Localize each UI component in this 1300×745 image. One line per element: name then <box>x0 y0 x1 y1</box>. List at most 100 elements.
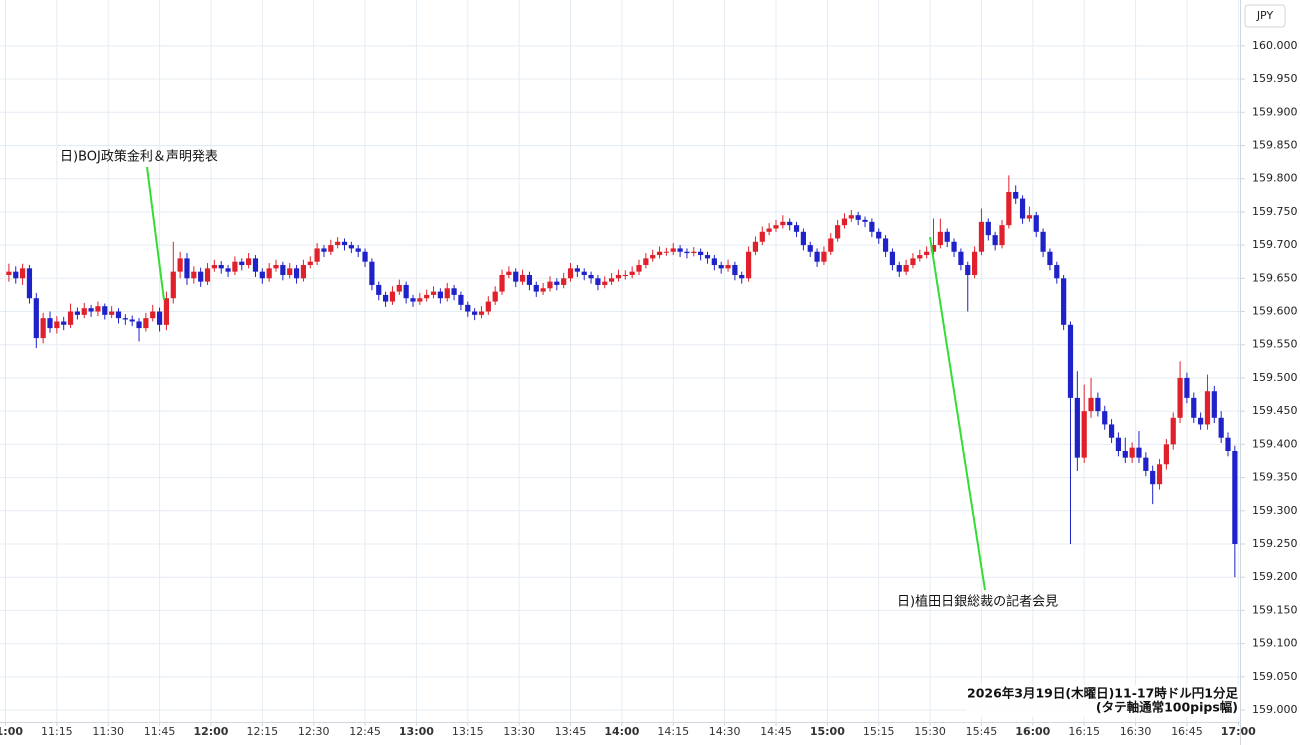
annotation-line <box>146 166 165 301</box>
annotation-line <box>929 236 986 591</box>
y-axis: 159.000 159.050 159.100 159.150 159.200 159.2… <box>1240 39 1298 716</box>
candle-body <box>389 291 396 302</box>
candle-body <box>855 215 861 220</box>
candle-body <box>150 311 156 319</box>
y-tick-label: 159.650 <box>1252 271 1298 284</box>
candle-body <box>704 255 711 259</box>
x-tick-label: 14:45 <box>760 725 792 738</box>
candle-body <box>492 291 498 302</box>
candle-body <box>972 251 978 275</box>
x-tick-label: 11:15 <box>41 725 73 738</box>
candle-body <box>33 298 39 339</box>
candle-body <box>314 248 320 262</box>
candle-body <box>841 218 848 226</box>
candle-body <box>944 231 950 242</box>
candle-body <box>732 265 738 275</box>
candle-body <box>999 225 1005 246</box>
candle-body <box>191 271 197 279</box>
candle-body <box>430 291 437 295</box>
candle-body <box>1074 397 1080 458</box>
x-tick-label: 11:45 <box>144 725 176 738</box>
grid <box>0 0 1240 722</box>
candle-body <box>6 271 12 275</box>
candle-body <box>307 261 313 266</box>
candle-body <box>458 294 464 305</box>
candle-body <box>663 251 670 253</box>
candle-body <box>115 311 122 319</box>
x-tick-label: 16:00 <box>1015 725 1050 738</box>
candle-body <box>273 265 279 269</box>
candle-body <box>1040 231 1046 252</box>
price-axis-panel <box>1240 0 1300 745</box>
candle-body <box>1150 470 1156 485</box>
candle-body <box>965 265 971 275</box>
candle-body <box>362 251 368 262</box>
currency-box <box>1244 4 1286 28</box>
candle-body <box>177 258 183 272</box>
candle-body <box>74 311 80 315</box>
candle-body <box>444 288 450 299</box>
candle-body <box>1136 447 1142 458</box>
candle-body <box>1102 411 1108 425</box>
candle-body <box>519 274 526 282</box>
candle-body <box>218 265 224 269</box>
candle-body <box>335 241 341 246</box>
candle-body <box>499 274 505 292</box>
candle-body <box>684 251 690 254</box>
candle-body <box>437 291 443 299</box>
candle-body <box>410 298 416 302</box>
y-tick-label: 159.150 <box>1252 603 1298 616</box>
x-tick-label: 14:15 <box>657 725 689 738</box>
candle-body <box>506 271 512 275</box>
candle-body <box>478 311 485 315</box>
candle-body <box>1218 417 1224 438</box>
candle-body <box>876 231 882 239</box>
candle-body <box>951 241 957 252</box>
candle-body <box>88 308 94 312</box>
candle-body <box>882 238 889 252</box>
candle-body <box>978 221 985 252</box>
y-tick-label: 159.350 <box>1252 471 1298 484</box>
x-tick-label: 11:00 <box>0 725 23 738</box>
x-tick-label: 15:45 <box>966 725 998 738</box>
x-tick-label: 16:45 <box>1171 725 1203 738</box>
note-bg <box>966 685 1240 717</box>
candle-body <box>19 268 26 279</box>
candle-body <box>903 265 909 272</box>
candle-body <box>300 265 307 279</box>
candle-body <box>650 255 656 259</box>
y-tick-label: 159.900 <box>1252 105 1298 118</box>
y-tick-label: 159.750 <box>1252 205 1298 218</box>
candle-body <box>382 294 389 302</box>
candle-body <box>752 241 759 252</box>
candle-body <box>348 245 354 249</box>
candle-body <box>355 248 361 252</box>
candle-body <box>1232 451 1238 544</box>
candle-body <box>156 311 163 325</box>
candle-body <box>780 221 786 226</box>
y-tick-label: 159.550 <box>1252 338 1298 351</box>
candle-body <box>1177 377 1183 418</box>
candle-body <box>513 271 519 282</box>
candle-body <box>595 278 601 285</box>
candle-body <box>293 268 300 279</box>
candle-body <box>622 274 628 276</box>
candle-body <box>143 318 149 329</box>
candle-body <box>1047 251 1053 266</box>
candle-body <box>917 255 923 259</box>
candle-body <box>465 304 471 312</box>
candle-body <box>574 268 580 272</box>
candle-body <box>629 271 635 275</box>
candle-body <box>1088 397 1094 412</box>
candle-body <box>958 251 964 266</box>
candle-body <box>656 251 663 256</box>
candle-body <box>26 268 33 299</box>
candle-body <box>1184 377 1190 398</box>
candle-body <box>211 265 217 269</box>
note: (タテ軸通常100pips幅) <box>1096 700 1238 715</box>
candle-body <box>163 298 170 325</box>
candle-body <box>1067 324 1074 398</box>
candle-body <box>643 258 649 266</box>
x-tick-label: 17:00 <box>1221 725 1256 738</box>
